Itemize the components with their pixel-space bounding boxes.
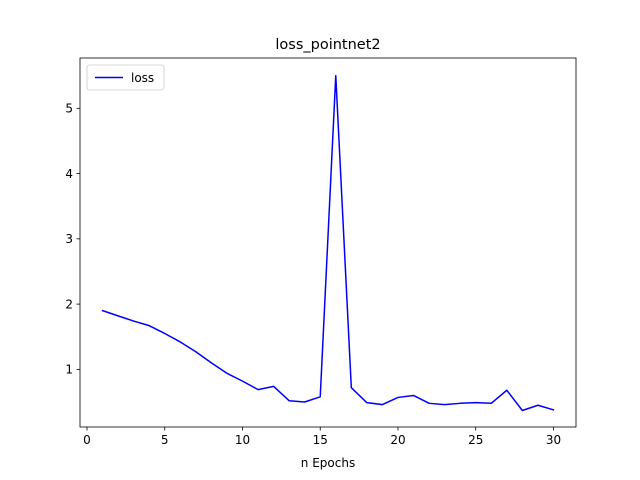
x-tick-label: 15 (313, 433, 328, 447)
x-tick-label: 20 (390, 433, 405, 447)
legend-label: loss (131, 71, 154, 85)
y-tick-label: 3 (65, 232, 73, 246)
series-line-loss (101, 74, 555, 412)
x-axis-ticks: 0 5 10 15 20 25 30 (83, 427, 561, 447)
chart-title: loss_pointnet2 (275, 37, 380, 53)
legend: loss (86, 64, 165, 91)
y-tick-label: 1 (65, 363, 73, 377)
legend-box (86, 64, 165, 91)
x-tick-label: 30 (546, 433, 561, 447)
x-tick-label: 5 (161, 433, 169, 447)
axes-frame (79, 57, 577, 428)
y-axis-ticks: 1 2 3 4 5 (65, 102, 80, 377)
y-tick-label: 5 (65, 102, 73, 116)
x-tick-label: 0 (83, 433, 91, 447)
plot-area (79, 57, 577, 428)
y-tick-label: 2 (65, 297, 73, 311)
x-axis-title: n Epochs (301, 456, 355, 470)
x-tick-label: 10 (235, 433, 250, 447)
y-tick-label: 4 (65, 167, 73, 181)
x-tick-label: 25 (468, 433, 483, 447)
